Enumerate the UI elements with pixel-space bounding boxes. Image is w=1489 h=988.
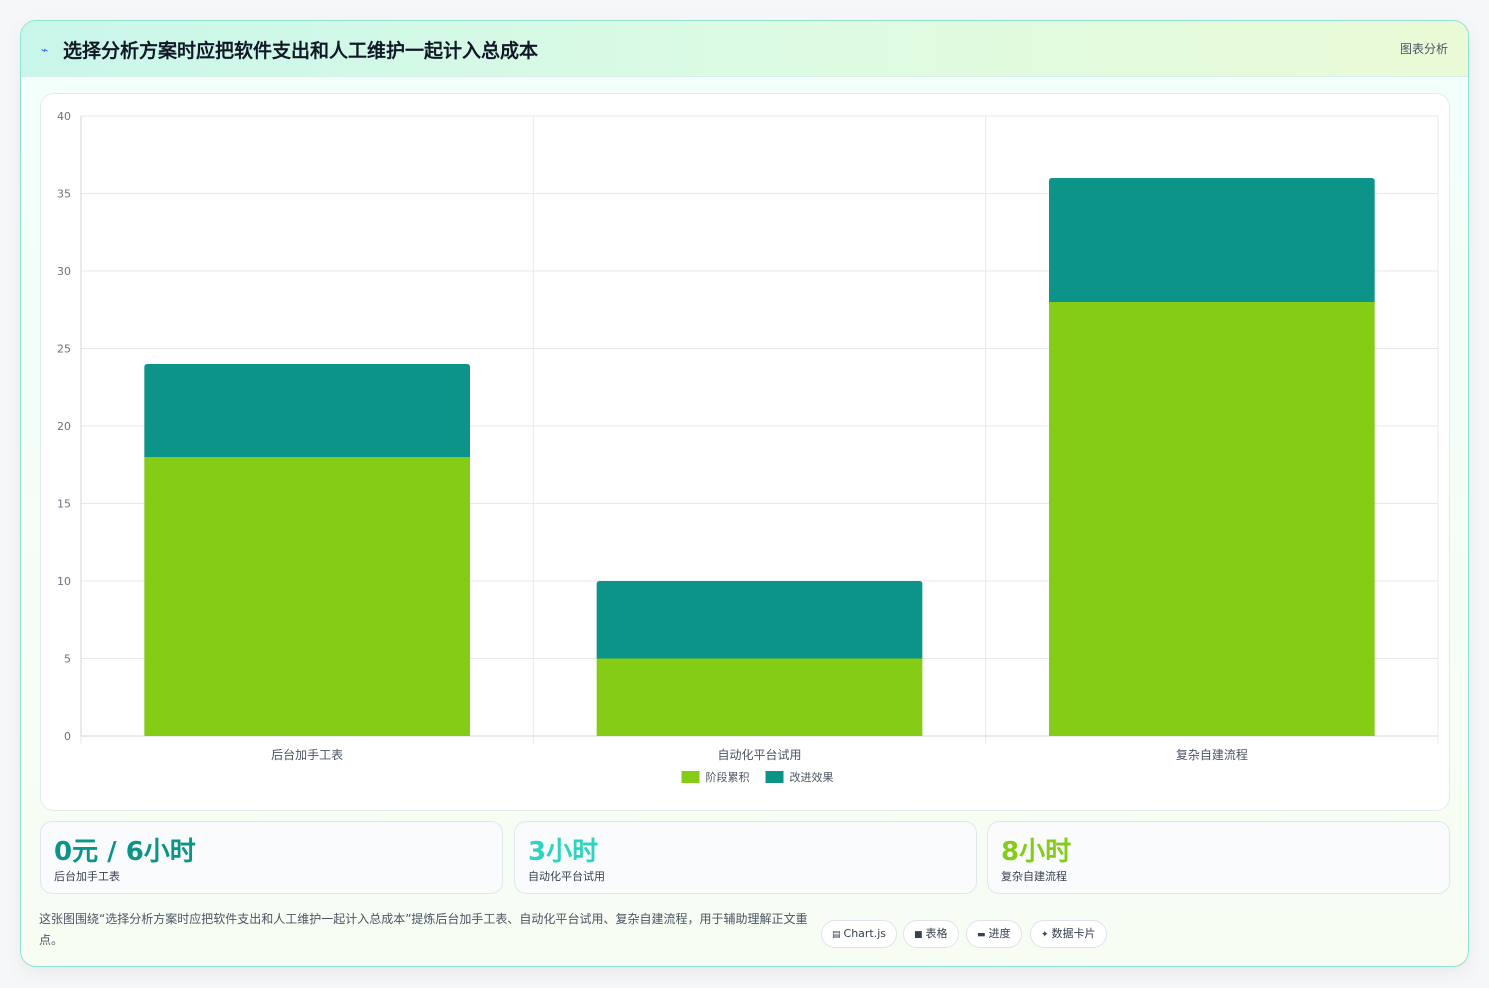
x-tick-label: 后台加手工表	[271, 747, 343, 762]
chip-label: 数据卡片	[1051, 927, 1096, 940]
chart-icon: ▤	[832, 930, 841, 940]
bar-segment	[596, 581, 923, 659]
chart-line-icon: ⌁	[41, 43, 49, 57]
stat-label: 自动化平台试用	[528, 870, 605, 883]
card-title: 选择分析方案时应把软件支出和人工维护一起计入总成本	[63, 40, 539, 62]
chip-label: Chart.js	[843, 927, 887, 940]
y-tick-label: 20	[57, 420, 71, 433]
stat-card: 8小时 复杂自建流程	[987, 821, 1450, 894]
y-tick-label: 40	[57, 110, 71, 123]
stat-label: 复杂自建流程	[1001, 870, 1067, 883]
chip-table[interactable]: ■ 表格	[903, 920, 959, 948]
chip-label: 表格	[925, 927, 948, 940]
stat-label: 后台加手工表	[54, 870, 120, 883]
progress-icon: ▬	[977, 930, 986, 940]
bar-segment	[1048, 178, 1375, 302]
card-header: ⌁ 选择分析方案时应把软件支出和人工维护一起计入总成本 图表分析	[21, 21, 1468, 77]
chip-label: 进度	[988, 927, 1011, 940]
x-tick-label: 复杂自建流程	[1176, 747, 1248, 762]
x-tick-label: 自动化平台试用	[717, 747, 801, 762]
stat-value: 0元 / 6小时	[54, 837, 196, 867]
table-icon: ■	[914, 930, 923, 940]
stat-card: 0元 / 6小时 后台加手工表	[40, 821, 503, 894]
bar-segment	[1048, 302, 1375, 736]
y-tick-label: 15	[57, 498, 71, 511]
stat-cards: 0元 / 6小时 后台加手工表 3小时 自动化平台试用 8小时 复杂自建流程	[40, 821, 1451, 895]
chip-data-card[interactable]: ✦ 数据卡片	[1030, 920, 1107, 948]
chip-chartjs[interactable]: ▤ Chart.js	[821, 920, 898, 948]
stat-card: 3小时 自动化平台试用	[514, 821, 977, 894]
bar-segment	[144, 364, 471, 457]
legend-label: 改进效果	[790, 770, 834, 784]
legend-swatch	[681, 771, 700, 783]
bar-segment	[144, 457, 471, 736]
y-tick-label: 25	[57, 343, 71, 356]
chart-card: ⌁ 选择分析方案时应把软件支出和人工维护一起计入总成本 图表分析 0 5 10 15 2…	[20, 20, 1469, 967]
y-tick-label: 35	[57, 188, 71, 201]
card-tag: 图表分析	[1399, 42, 1448, 56]
y-tick-label: 10	[57, 575, 71, 588]
legend-label: 阶段累积	[706, 770, 750, 784]
card-icon: ✦	[1041, 930, 1049, 940]
chart-description: 这张图围绕“选择分析方案时应把软件支出和人工维护一起计入总成本”提炼后台加手工表…	[39, 912, 808, 947]
y-tick-label: 0	[64, 730, 71, 743]
y-tick-label: 5	[64, 653, 71, 666]
legend-swatch	[765, 771, 784, 783]
y-tick-label: 30	[57, 265, 71, 278]
stat-value: 3小时	[528, 837, 599, 867]
bar-segment	[596, 658, 923, 736]
chip-progress[interactable]: ▬ 进度	[966, 920, 1022, 948]
stat-value: 8小时	[1001, 837, 1072, 867]
chart-area: 0 5 10 15 20 25 30 35 40 后台加手工表 自动化平台试用 复杂自建流程阶段累积 改…	[40, 93, 1450, 811]
